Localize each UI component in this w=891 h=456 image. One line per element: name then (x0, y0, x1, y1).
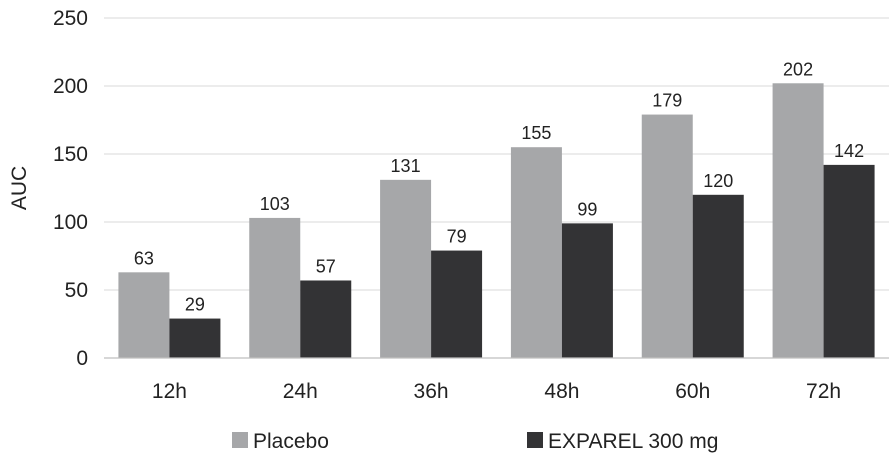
x-category-label: 48h (544, 380, 579, 403)
legend: Placebo EXPAREL 300 mg (232, 430, 718, 453)
y-tick-label: 50 (65, 279, 88, 302)
data-label-placebo: 155 (521, 123, 551, 143)
data-label-exparel: 99 (577, 199, 597, 219)
bar-placebo (641, 114, 693, 358)
data-label-exparel: 142 (834, 141, 864, 161)
bar-placebo (510, 147, 562, 358)
bars (118, 83, 875, 358)
x-category-label: 36h (414, 380, 449, 403)
data-label-exparel: 57 (316, 256, 336, 276)
x-category-label: 60h (675, 380, 710, 403)
y-axis-title: AUC (8, 166, 31, 210)
bar-exparel (300, 280, 352, 358)
x-category-label: 12h (152, 380, 187, 403)
y-tick-label: 150 (53, 143, 88, 166)
data-label-exparel: 120 (703, 171, 733, 191)
legend-label-exparel: EXPAREL 300 mg (548, 430, 718, 453)
y-tick-label: 250 (53, 7, 88, 30)
bar-exparel (561, 223, 613, 358)
x-category-label: 24h (283, 380, 318, 403)
data-label-placebo: 179 (652, 91, 682, 111)
data-label-placebo: 202 (783, 59, 813, 79)
y-tick-label: 200 (53, 75, 88, 98)
data-labels: 63 29 103 57 131 79 155 99 179 120 202 142 (134, 59, 864, 314)
y-tick-label: 0 (76, 347, 88, 370)
bar-exparel (169, 318, 221, 358)
bar-placebo (380, 179, 432, 358)
y-axis-ticks: 0 50 100 150 200 250 (53, 7, 88, 370)
x-axis-categories: 12h 24h 36h 48h 60h 72h (152, 380, 841, 403)
bar-placebo (118, 272, 170, 358)
x-category-label: 72h (806, 380, 841, 403)
data-label-exparel: 79 (447, 227, 467, 247)
gridlines (104, 17, 889, 291)
legend-swatch-placebo (232, 432, 248, 448)
data-label-placebo: 103 (260, 194, 290, 214)
legend-swatch-exparel (527, 432, 543, 448)
data-label-exparel: 29 (185, 295, 205, 315)
data-label-placebo: 131 (391, 156, 421, 176)
bar-placebo (772, 83, 824, 358)
y-tick-label: 100 (53, 211, 88, 234)
bar-exparel (692, 194, 744, 358)
data-label-placebo: 63 (134, 248, 154, 268)
bar-exparel (823, 164, 875, 358)
legend-label-placebo: Placebo (253, 430, 329, 453)
bar-placebo (249, 217, 301, 358)
bar-exparel (431, 250, 483, 358)
